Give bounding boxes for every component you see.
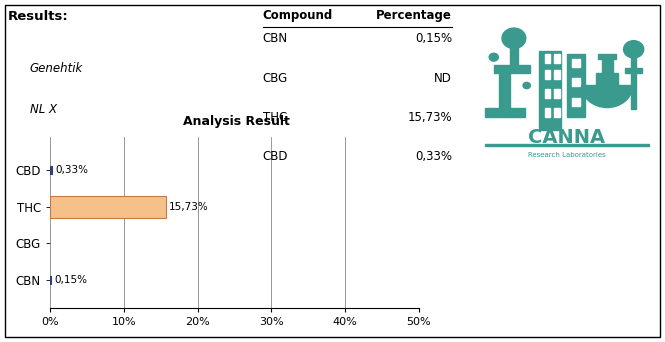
Text: 0,15%: 0,15% bbox=[54, 275, 87, 285]
Bar bbox=[597, 73, 618, 86]
Bar bbox=[573, 78, 580, 86]
Text: THC: THC bbox=[263, 111, 287, 124]
Text: Research Laboratories: Research Laboratories bbox=[528, 152, 606, 158]
Text: Percentage: Percentage bbox=[376, 9, 452, 22]
Bar bbox=[602, 57, 612, 73]
Bar bbox=[631, 54, 636, 109]
Bar bbox=[567, 54, 585, 117]
Bar bbox=[573, 59, 580, 67]
Bar bbox=[554, 70, 560, 79]
Circle shape bbox=[489, 53, 498, 61]
Bar bbox=[573, 98, 580, 106]
Text: 15,73%: 15,73% bbox=[408, 111, 452, 124]
Circle shape bbox=[523, 82, 531, 89]
Wedge shape bbox=[581, 86, 633, 107]
Bar bbox=[545, 70, 551, 79]
Text: Results:: Results: bbox=[8, 10, 68, 23]
Bar bbox=[50, 276, 51, 284]
Text: 0,33%: 0,33% bbox=[55, 165, 88, 175]
Bar bbox=[485, 144, 649, 146]
Bar bbox=[539, 51, 561, 130]
Bar bbox=[50, 196, 166, 218]
Circle shape bbox=[502, 28, 526, 49]
Bar bbox=[598, 54, 616, 59]
Text: CBN: CBN bbox=[263, 32, 288, 45]
Bar bbox=[545, 54, 551, 64]
Bar bbox=[554, 107, 560, 117]
Text: CANNA: CANNA bbox=[529, 128, 605, 147]
Bar bbox=[50, 166, 53, 174]
Text: Genehtik: Genehtik bbox=[30, 62, 83, 75]
Text: ND: ND bbox=[434, 72, 452, 85]
Text: 15,73%: 15,73% bbox=[169, 202, 209, 212]
Bar bbox=[545, 89, 551, 98]
Text: CBD: CBD bbox=[263, 150, 288, 163]
Bar bbox=[626, 68, 642, 73]
Bar bbox=[485, 107, 525, 117]
Text: Compound: Compound bbox=[263, 9, 333, 22]
Bar bbox=[510, 41, 517, 70]
Bar bbox=[554, 89, 560, 98]
Text: NL X: NL X bbox=[30, 103, 57, 116]
Bar bbox=[499, 68, 510, 107]
Text: 0,33%: 0,33% bbox=[415, 150, 452, 163]
Text: 0,15%: 0,15% bbox=[415, 32, 452, 45]
Bar bbox=[545, 107, 551, 117]
Circle shape bbox=[624, 41, 644, 58]
Bar bbox=[493, 65, 531, 73]
Text: CBG: CBG bbox=[263, 72, 288, 85]
Bar bbox=[554, 54, 560, 64]
Text: Analysis Result: Analysis Result bbox=[183, 115, 289, 128]
